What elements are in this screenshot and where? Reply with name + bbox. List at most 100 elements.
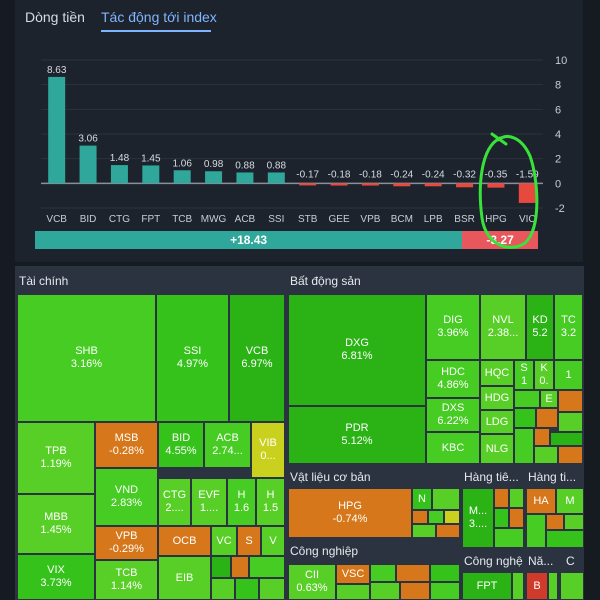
tab-index-impact[interactable]: Tác động tới index: [101, 9, 217, 25]
small-stock-tile[interactable]: [536, 408, 558, 428]
stock-tile-s[interactable]: S: [237, 526, 261, 556]
bar-bid[interactable]: [79, 145, 97, 184]
small-stock-tile[interactable]: [211, 578, 235, 600]
bar-fpt[interactable]: [142, 165, 160, 184]
bar-bcm[interactable]: [393, 183, 411, 187]
stock-tile-h1[interactable]: H 1.6: [227, 478, 256, 526]
stock-tile-ssi[interactable]: SSI 4.97%: [156, 294, 229, 422]
bar-vpb[interactable]: [361, 183, 379, 186]
stock-tile-kd[interactable]: KD 5.2: [526, 294, 554, 360]
small-stock-tile[interactable]: [534, 446, 558, 464]
bar-ctg[interactable]: [110, 165, 128, 184]
stock-tile-ctg[interactable]: CTG 2....: [158, 478, 191, 526]
small-stock-tile[interactable]: [564, 514, 584, 530]
small-stock-tile[interactable]: [509, 488, 524, 508]
stock-tile-evf[interactable]: EVF 1....: [191, 478, 227, 526]
stock-tile-ha[interactable]: HA: [526, 488, 556, 514]
stock-tile-msb[interactable]: MSB -0.28%: [95, 422, 158, 468]
stock-tile-h2[interactable]: H 1.5: [256, 478, 285, 526]
stock-tile-bid[interactable]: BID 4.55%: [158, 422, 204, 468]
stock-tile-shb[interactable]: SHB 3.16%: [17, 294, 156, 422]
bar-gee[interactable]: [330, 183, 348, 186]
small-stock-tile[interactable]: [494, 488, 509, 508]
stock-tile-nlg[interactable]: NLG: [480, 434, 514, 464]
stock-tile-hdg[interactable]: HDG: [480, 386, 514, 410]
stock-tile-tc[interactable]: TC 3.2: [554, 294, 583, 360]
small-stock-tile[interactable]: [428, 510, 444, 524]
small-stock-tile[interactable]: [336, 584, 370, 600]
stock-tile-dxs[interactable]: DXS 6.22%: [426, 398, 480, 432]
stock-tile-vix[interactable]: VIX 3.73%: [17, 554, 95, 600]
small-stock-tile[interactable]: [444, 510, 460, 524]
small-stock-tile[interactable]: [558, 446, 583, 464]
small-stock-tile[interactable]: [526, 514, 546, 548]
bar-vcb[interactable]: [48, 76, 66, 184]
stock-tile-pdr[interactable]: PDR 5.12%: [288, 406, 426, 464]
small-stock-tile[interactable]: [396, 564, 430, 582]
small-stock-tile[interactable]: [231, 556, 249, 578]
stock-tile-hdc[interactable]: HDC 4.86%: [426, 360, 480, 398]
stock-tile-cii[interactable]: CII 0.63%: [288, 564, 336, 600]
small-stock-tile[interactable]: [514, 390, 540, 408]
small-stock-tile[interactable]: [211, 556, 231, 578]
small-stock-tile[interactable]: [494, 528, 524, 548]
stock-tile-dig[interactable]: DIG 3.96%: [426, 294, 480, 360]
small-stock-tile[interactable]: [370, 582, 400, 600]
stock-tile-ldg[interactable]: LDG: [480, 410, 514, 434]
stock-tile-mbb[interactable]: MBB 1.45%: [17, 494, 95, 554]
stock-tile-one[interactable]: 1: [554, 360, 583, 390]
stock-tile-k[interactable]: K 0.: [534, 360, 554, 390]
bar-acb[interactable]: [236, 172, 254, 184]
small-stock-tile[interactable]: [560, 572, 584, 600]
stock-tile-dxg[interactable]: DXG 6.81%: [288, 294, 426, 406]
stock-tile-kbc[interactable]: KBC: [426, 432, 480, 464]
stock-tile-vcb[interactable]: VCB 6.97%: [229, 294, 285, 422]
small-stock-tile[interactable]: [430, 582, 460, 600]
small-stock-tile[interactable]: [400, 582, 430, 600]
stock-tile-tcb[interactable]: TCB 1.14%: [95, 560, 158, 600]
small-stock-tile[interactable]: [514, 428, 534, 464]
small-stock-tile[interactable]: [412, 524, 436, 538]
stock-tile-m3[interactable]: M... 3....: [462, 488, 494, 548]
small-stock-tile[interactable]: [550, 432, 583, 446]
small-stock-tile[interactable]: [235, 578, 259, 600]
small-stock-tile[interactable]: [546, 514, 564, 530]
small-stock-tile[interactable]: [514, 408, 536, 428]
bar-ssi[interactable]: [267, 172, 285, 184]
stock-tile-ocb[interactable]: OCB: [158, 526, 211, 556]
stock-tile-m[interactable]: M: [556, 488, 584, 514]
stock-tile-vpb[interactable]: VPB -0.29%: [95, 526, 158, 560]
small-stock-tile[interactable]: [512, 572, 524, 600]
stock-tile-vnd[interactable]: VND 2.83%: [95, 468, 158, 526]
stock-tile-vib[interactable]: VIB 0...: [251, 422, 285, 478]
small-stock-tile[interactable]: [548, 572, 558, 600]
stock-tile-vsc[interactable]: VSC: [336, 564, 370, 584]
bar-stb[interactable]: [299, 183, 317, 186]
small-stock-tile[interactable]: [494, 508, 509, 528]
small-stock-tile[interactable]: [534, 428, 550, 446]
stock-tile-fpt[interactable]: FPT: [462, 572, 512, 600]
small-stock-tile[interactable]: [370, 564, 396, 582]
small-stock-tile[interactable]: [558, 390, 583, 412]
stock-tile-v[interactable]: V: [261, 526, 285, 556]
stock-tile-tpb[interactable]: TPB 1.19%: [17, 422, 95, 494]
bar-tcb[interactable]: [173, 170, 191, 184]
stock-tile-hqc[interactable]: HQC: [480, 360, 514, 386]
tab-money-flow[interactable]: Dòng tiền: [25, 9, 85, 25]
small-stock-tile[interactable]: [412, 510, 428, 524]
stock-tile-b[interactable]: B: [526, 572, 548, 600]
bar-vic[interactable]: [518, 183, 536, 203]
bar-hpg[interactable]: [487, 183, 505, 188]
small-stock-tile[interactable]: [432, 488, 460, 510]
stock-tile-hpg[interactable]: HPG -0.74%: [288, 488, 412, 538]
stock-tile-eib[interactable]: EIB: [158, 556, 211, 600]
small-stock-tile[interactable]: [430, 564, 460, 582]
stock-tile-e[interactable]: E: [540, 390, 558, 408]
stock-tile-acb[interactable]: ACB 2.74...: [204, 422, 251, 468]
small-stock-tile[interactable]: [436, 524, 460, 538]
stock-tile-vc[interactable]: VC: [211, 526, 237, 556]
small-stock-tile[interactable]: [259, 578, 285, 600]
stock-tile-n[interactable]: N: [412, 488, 432, 510]
bar-bsr[interactable]: [456, 183, 474, 188]
